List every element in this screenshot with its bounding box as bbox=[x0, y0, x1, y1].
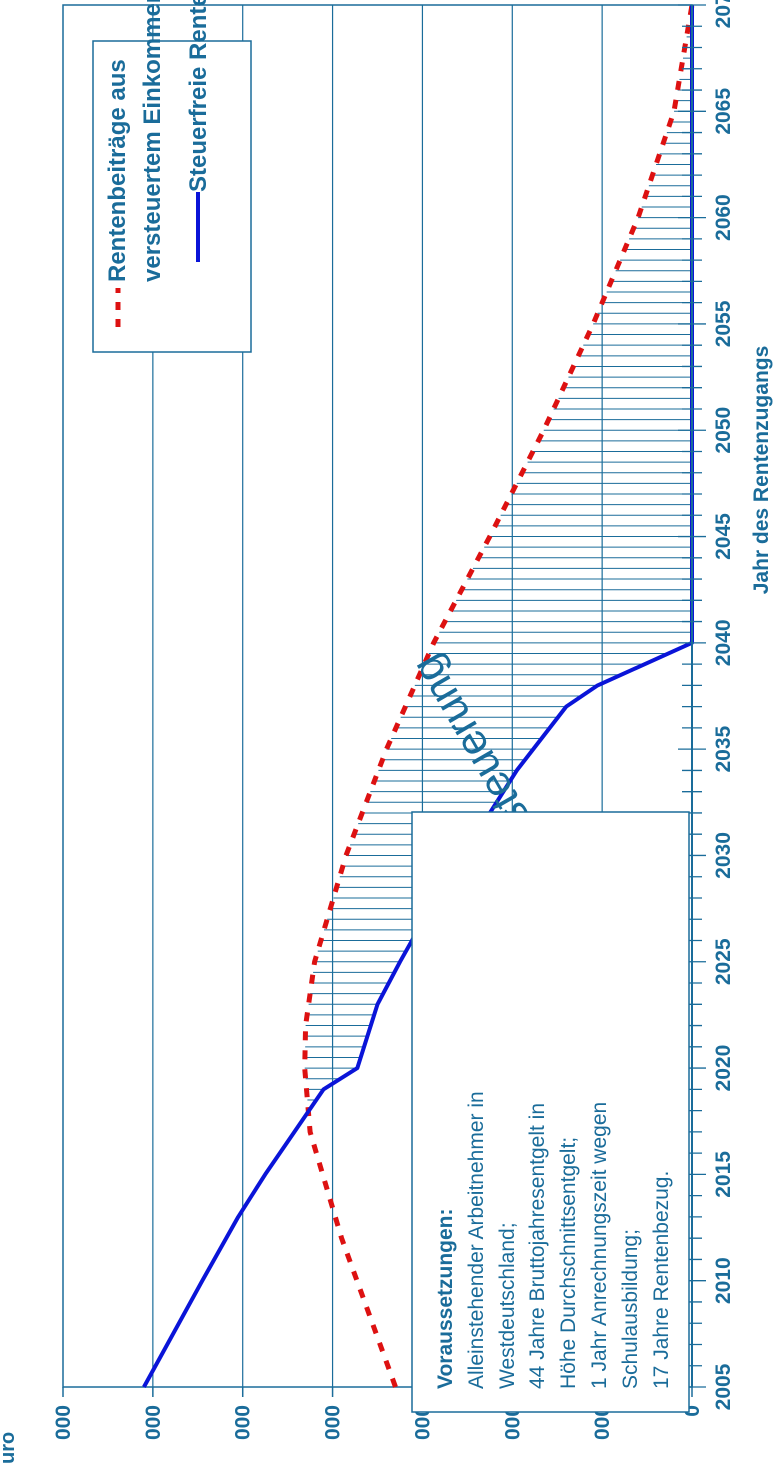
assumptions-line: Alleinstehender Arbeitnehmer in bbox=[465, 1091, 488, 1389]
x-tick-label: 2035 bbox=[712, 725, 735, 772]
hatch-layer bbox=[304, 36, 692, 1101]
assumptions-line: Westdeutschland; bbox=[496, 1222, 519, 1389]
legend: Rentenbeiträge aus versteuertem Einkomme… bbox=[92, 0, 252, 353]
x-tick-label: 2065 bbox=[712, 88, 735, 135]
x-tick-label: 2005 bbox=[712, 1363, 735, 1410]
assumptions-heading: Voraussetzungen: bbox=[434, 1209, 457, 1389]
x-tick-label: 2030 bbox=[712, 832, 735, 879]
y-tick-label: 0 bbox=[681, 1405, 704, 1417]
y-tick-label: 000 bbox=[142, 1405, 165, 1440]
assumptions-frame bbox=[411, 811, 690, 1413]
x-tick-label: 2040 bbox=[712, 619, 735, 666]
y-tick-label: 000 bbox=[501, 1405, 524, 1440]
y-tick-label: 000 bbox=[411, 1405, 434, 1440]
assumptions-line: 17 Jahre Rentenbezug. bbox=[650, 1171, 673, 1389]
x-tick-label: 2025 bbox=[712, 938, 735, 985]
x-tick-label: 2010 bbox=[712, 1257, 735, 1304]
legend-box bbox=[92, 40, 252, 353]
y-axis-unit-label: uro bbox=[0, 1432, 19, 1464]
x-tick-label: 2055 bbox=[712, 300, 735, 347]
x-tick-label: 2050 bbox=[712, 407, 735, 454]
assumptions-line: 44 Jahre Bruttojahresentgelt in bbox=[526, 1103, 549, 1389]
x-tick-label: 2060 bbox=[712, 194, 735, 241]
assumptions-line: Höhe Durchschnittsentgelt; bbox=[557, 1137, 580, 1389]
y-tick-label: 000 bbox=[52, 1405, 75, 1440]
assumptions-line: 1 Jahr Anrechnungszeit wegen bbox=[588, 1102, 611, 1389]
legend-label-line-1: Rentenbeiträge aus bbox=[104, 59, 131, 282]
y-tick-label: 000 bbox=[591, 1405, 614, 1440]
x-tick-label: 2045 bbox=[712, 513, 735, 560]
series-layer bbox=[142, 4, 695, 1388]
series-line-steuerfreie-rente bbox=[142, 5, 694, 1388]
assumptions-box: Voraussetzungen: Alleinstehender Arbeitn… bbox=[411, 811, 690, 1413]
legend-label-series-2: Steuerfreie Rentenbezüge bbox=[185, 0, 212, 192]
assumptions-line: Schulausbildung; bbox=[619, 1229, 642, 1389]
x-tick-label: 2020 bbox=[712, 1045, 735, 1092]
y-tick-label: 000 bbox=[232, 1405, 255, 1440]
y-tick-label: 000 bbox=[322, 1405, 345, 1440]
x-tick-label: 2070 bbox=[712, 0, 735, 28]
x-tick-label: 2015 bbox=[712, 1151, 735, 1198]
x-axis-label: Jahr des Rentenzugangs bbox=[750, 346, 773, 595]
legend-label-line-2: versteuertem Einkommen bbox=[139, 0, 166, 282]
